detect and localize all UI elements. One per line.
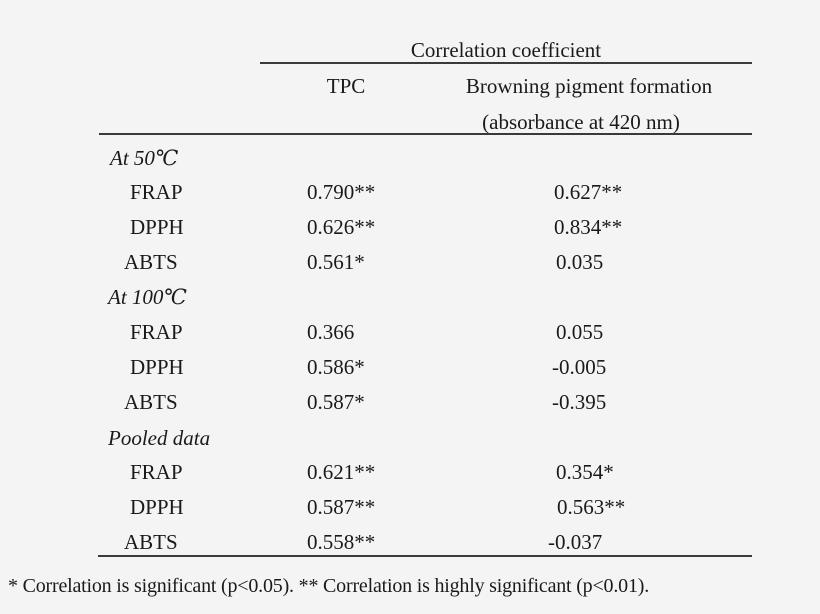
tpc-value: 0.587** bbox=[307, 495, 376, 519]
row-label: ABTS bbox=[124, 530, 178, 554]
browning-value: -0.037 bbox=[548, 530, 603, 554]
browning-value: 0.354* bbox=[556, 460, 614, 484]
section-title-100c: At 100℃ bbox=[108, 285, 187, 309]
browning-value: 0.035 bbox=[556, 250, 604, 274]
tpc-value: 0.587* bbox=[307, 390, 365, 414]
section-title-pooled: Pooled data bbox=[108, 426, 211, 450]
browning-value: -0.005 bbox=[552, 355, 607, 379]
table-bottom-rule bbox=[98, 555, 752, 557]
row-label: ABTS bbox=[124, 250, 178, 274]
row-label: DPPH bbox=[130, 215, 184, 239]
browning-value: -0.395 bbox=[552, 390, 607, 414]
browning-value: 0.055 bbox=[556, 320, 604, 344]
tpc-value: 0.790** bbox=[307, 180, 376, 204]
tpc-value: 0.626** bbox=[307, 215, 376, 239]
column-header-browning-line2: (absorbance at 420 nm) bbox=[482, 110, 680, 134]
tpc-value: 0.558** bbox=[307, 530, 376, 554]
footnote: * Correlation is significant (p<0.05). *… bbox=[8, 575, 650, 597]
section-title-50c: At 50℃ bbox=[110, 146, 179, 170]
row-label: DPPH bbox=[130, 495, 184, 519]
header-rule-bottom bbox=[99, 133, 752, 135]
row-label: FRAP bbox=[130, 180, 183, 204]
tpc-value: 0.621** bbox=[307, 460, 376, 484]
row-label: FRAP bbox=[130, 320, 183, 344]
browning-value: 0.627** bbox=[554, 180, 623, 204]
tpc-value: 0.561* bbox=[307, 250, 365, 274]
column-header-tpc: TPC bbox=[326, 74, 366, 98]
header-rule-top bbox=[260, 62, 752, 64]
row-label: ABTS bbox=[124, 390, 178, 414]
tpc-value: 0.366 bbox=[307, 320, 355, 344]
group-header: Correlation coefficient bbox=[410, 38, 602, 62]
tpc-value: 0.586* bbox=[307, 355, 365, 379]
row-label: DPPH bbox=[130, 355, 184, 379]
column-header-browning-line1: Browning pigment formation bbox=[465, 74, 713, 98]
row-label: FRAP bbox=[130, 460, 183, 484]
browning-value: 0.563** bbox=[557, 495, 626, 519]
browning-value: 0.834** bbox=[554, 215, 623, 239]
